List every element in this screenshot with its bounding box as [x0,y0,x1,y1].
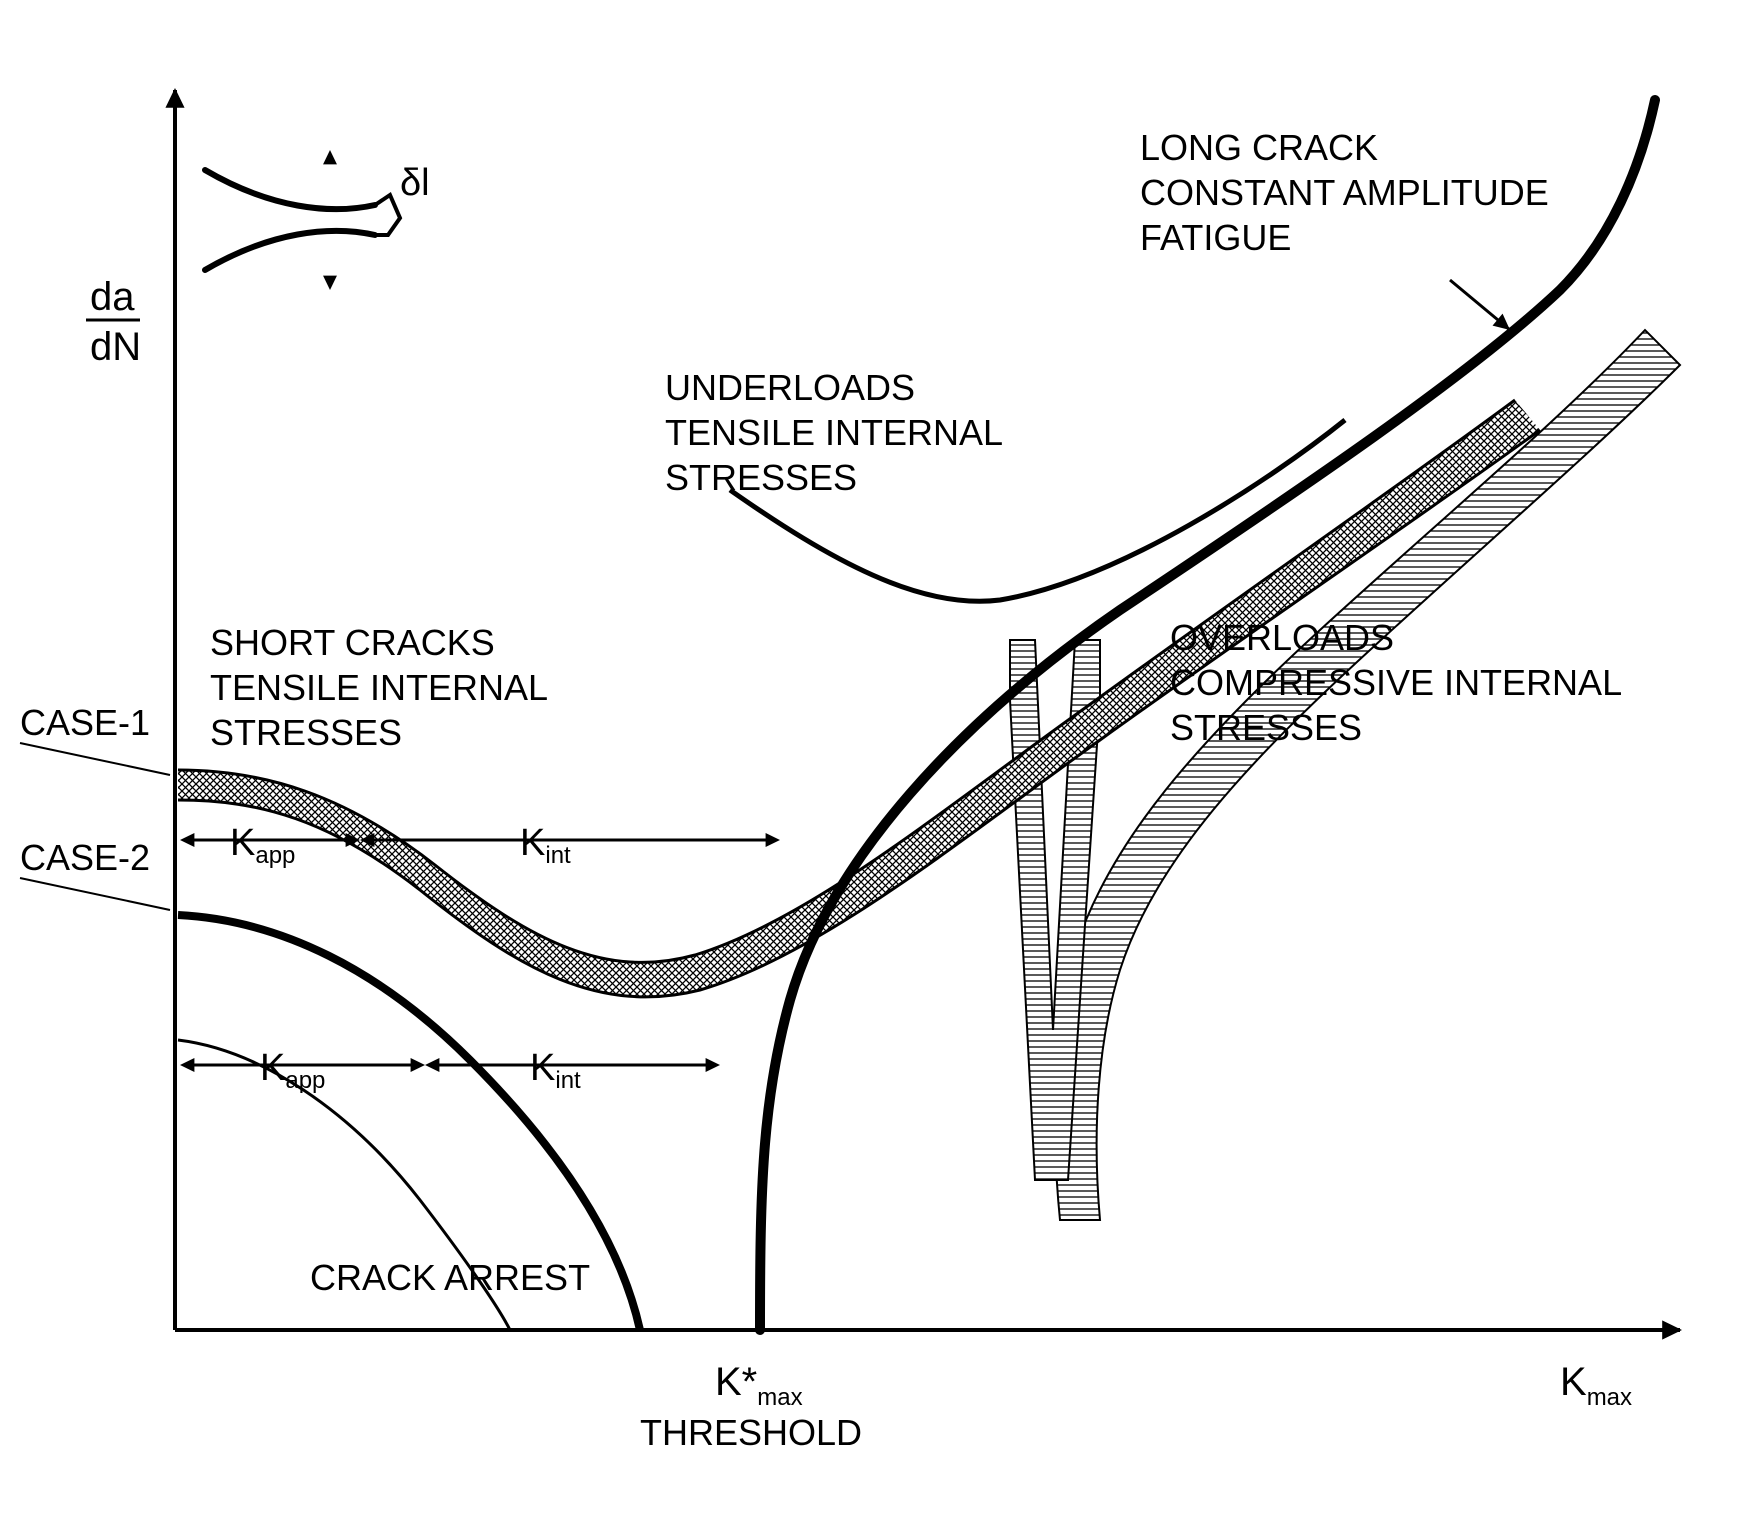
k-row-1: Kapp Kint [180,822,780,869]
k-row-2: Kapp Kint [180,1047,720,1094]
svg-text:UNDERLOADS: UNDERLOADS [665,367,915,408]
crack-symbol: δl [205,150,430,290]
case-2-label: CASE-2 [20,837,150,878]
svg-text:STRESSES: STRESSES [210,712,402,753]
svg-text:FATIGUE: FATIGUE [1140,217,1291,258]
delta-l-label: δl [400,162,430,204]
long-crack-label: LONG CRACKCONSTANT AMPLITUDEFATIGUE [1140,127,1549,330]
svg-text:CONSTANT AMPLITUDE: CONSTANT AMPLITUDE [1140,172,1549,213]
crack-arrest-label: CRACK ARREST [310,1257,590,1298]
svg-text:STRESSES: STRESSES [665,457,857,498]
kapp-2: Kapp [260,1047,325,1094]
overload-band [1055,330,1680,1220]
svg-text:Kmax: Kmax [1560,1360,1632,1411]
diagram-root: da dN Kmax K*maxTHRESHOLD CASE-1 CASE-2 CRACK … [20,88,1682,1453]
underloads-label: UNDERLOADSTENSILE INTERNALSTRESSES [665,367,1003,498]
svg-text:LONG CRACK: LONG CRACK [1140,127,1378,168]
y-axis-label-den: dN [90,325,141,369]
kint-2: Kint [530,1047,581,1094]
svg-text:STRESSES: STRESSES [1170,707,1362,748]
y-axis-label-num: da [90,275,135,319]
svg-text:THRESHOLD: THRESHOLD [640,1412,862,1453]
svg-text:TENSILE INTERNAL: TENSILE INTERNAL [210,667,548,708]
svg-text:COMPRESSIVE INTERNAL: COMPRESSIVE INTERNAL [1170,662,1622,703]
overloads-label: OVERLOADSCOMPRESSIVE INTERNALSTRESSES [1170,617,1622,748]
short-cracks-label: SHORT CRACKSTENSILE INTERNALSTRESSES [210,622,548,753]
case-1-label: CASE-1 [20,702,150,743]
x-axis-label: Kmax [1560,1360,1632,1411]
svg-text:TENSILE INTERNAL: TENSILE INTERNAL [665,412,1003,453]
kint-1: Kint [520,822,571,869]
svg-text:SHORT CRACKS: SHORT CRACKS [210,622,495,663]
svg-text:OVERLOADS: OVERLOADS [1170,617,1394,658]
k-star-label: K*maxTHRESHOLD [640,1360,862,1453]
svg-text:K*max: K*max [715,1360,803,1411]
kapp-1: Kapp [230,822,295,869]
